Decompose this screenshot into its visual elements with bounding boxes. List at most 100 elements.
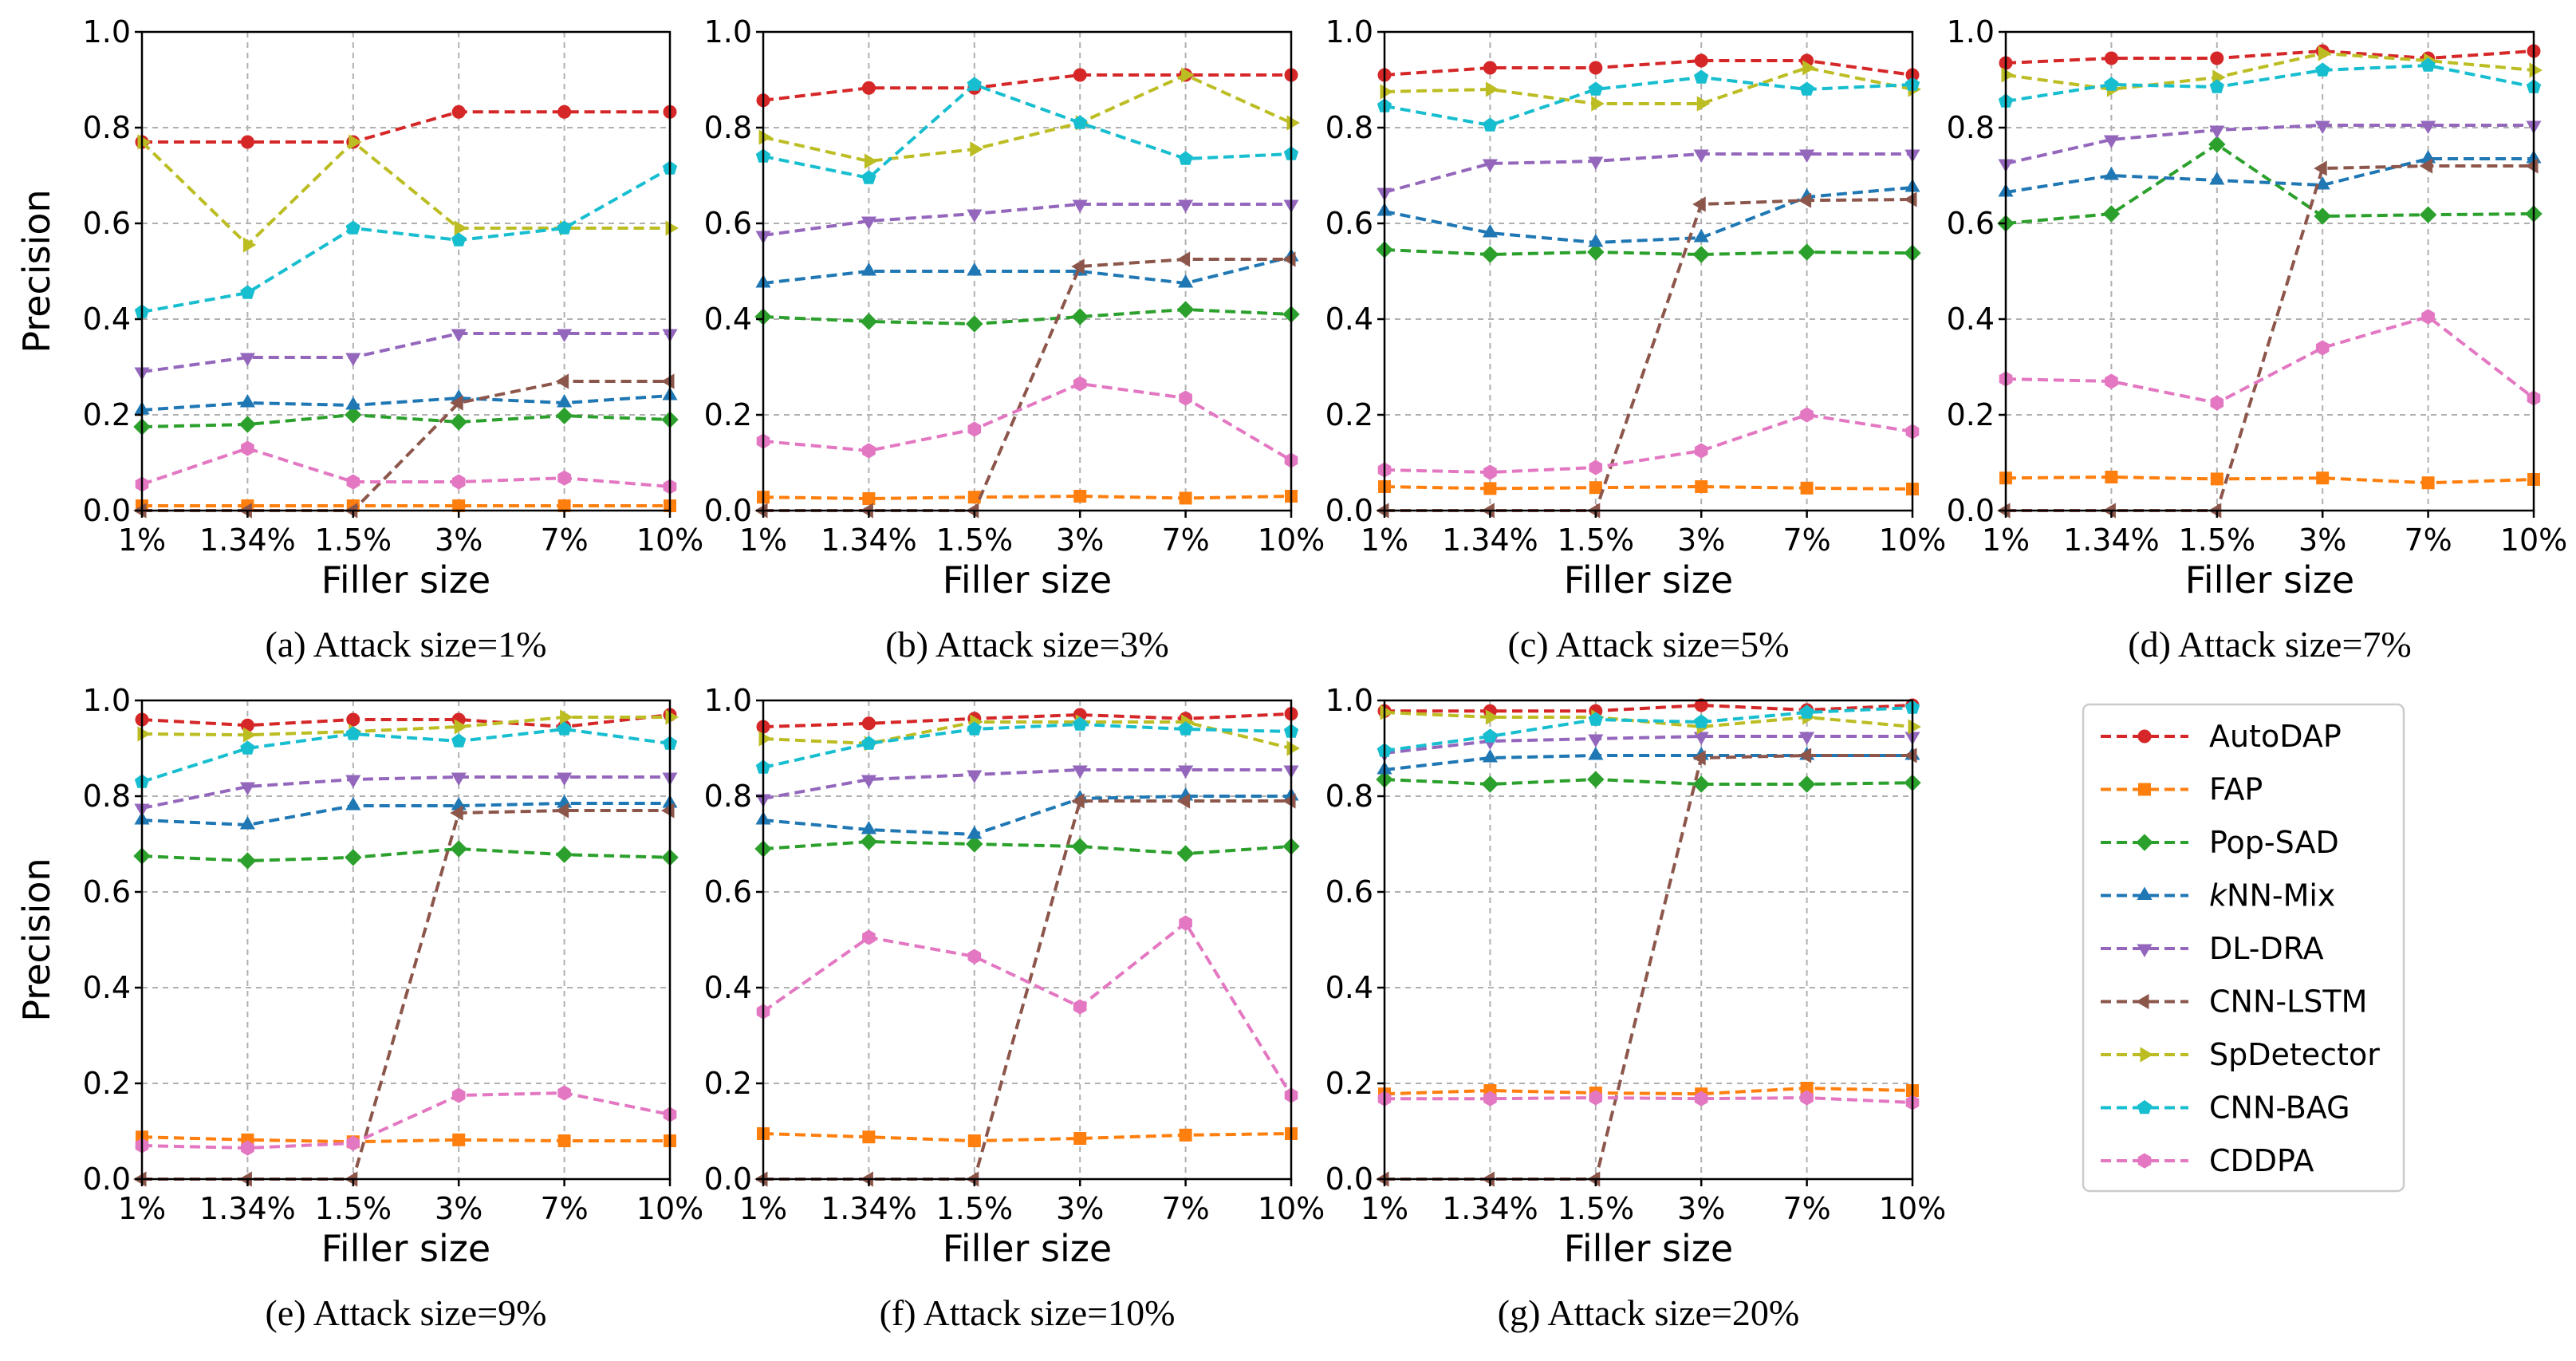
data-point-cddpa [346, 474, 360, 490]
data-point-cnn-bag [861, 170, 876, 184]
legend-label: AutoDAP [2209, 719, 2342, 754]
y-tick-label: 0.6 [1947, 206, 1995, 241]
series-line-cddpa [141, 446, 671, 488]
data-point-cnn-bag [1483, 117, 1498, 132]
data-point-cnn-bag [240, 285, 255, 299]
series-line-fap [762, 494, 1292, 501]
data-point-dl-dra [557, 329, 573, 342]
data-point-spdetector [242, 727, 257, 743]
data-point-cnn-bag [2104, 77, 2119, 91]
series-line-cnn-lstm [1385, 754, 1912, 1181]
data-point-cnn-lstm [450, 805, 463, 821]
data-point-cnn-bag [1799, 704, 1814, 719]
data-point-cnn-lstm [450, 395, 463, 411]
x-tick-label: 1.5% [936, 523, 1014, 558]
y-tick-label: 1.0 [83, 683, 131, 718]
y-tick-label: 0.2 [83, 1066, 131, 1101]
y-tick-label: 0.2 [1325, 1066, 1373, 1101]
data-point-spdetector [1380, 84, 1393, 100]
legend-item-knn-mix: kNN-Mix [2101, 878, 2335, 913]
data-point-dl-dra [861, 775, 876, 788]
data-point-dl-dra [239, 353, 255, 366]
data-point-cddpa [451, 474, 466, 490]
data-point-dl-dra [2420, 120, 2436, 134]
series-line-knn-mix [1384, 186, 1913, 245]
data-point-spdetector [665, 220, 679, 236]
series-line-autodap [2005, 49, 2535, 65]
chart-panel-b: 1% 1.34% 1.5% 3% 7% 10% 0.0 0.2 0.4 0.6 0.8 1.0 Fill… [704, 14, 1325, 665]
y-tick-label: 0.6 [83, 874, 131, 909]
y-tick-label: 0.8 [83, 110, 131, 145]
data-point-spdetector [1908, 719, 1921, 735]
plot-frame [2004, 30, 2535, 512]
y-tick-label: 1.0 [83, 14, 131, 49]
series-pop-sad [133, 840, 679, 870]
data-point-cnn-lstm [1692, 750, 1706, 766]
data-point-cnn-bag [861, 736, 876, 750]
series-line-pop-sad [141, 412, 671, 428]
series-cnn-lstm [1997, 158, 2539, 519]
series-line-pop-sad [762, 307, 1292, 326]
y-tick-label: 1.0 [1325, 683, 1373, 718]
series-line-autodap [1384, 59, 1913, 77]
x-tick-label: 1.34% [821, 523, 917, 558]
data-point-cnn-lstm [1071, 793, 1085, 809]
chart-panel-e: 1% 1.34% 1.5% 3% 7% 10% 0.0 0.2 0.4 0.6 0.8 1.0 Fill… [15, 683, 703, 1333]
series-cnn-lstm [754, 251, 1296, 519]
legend-marker [2136, 993, 2149, 1010]
data-point-cddpa [241, 1140, 254, 1156]
data-point-pop-sad [1587, 771, 1605, 788]
series-knn-mix [134, 387, 678, 415]
data-point-fap [1483, 482, 1497, 495]
data-point-knn-mix [861, 821, 876, 834]
y-tick-label: 1.0 [1325, 14, 1373, 49]
data-point-cnn-bag [1694, 69, 1709, 84]
data-point-cnn-lstm [1798, 748, 1812, 763]
series-cnn-bag [134, 160, 678, 318]
data-point-cddpa [1483, 464, 1497, 480]
legend-label: Pop-SAD [2209, 825, 2339, 860]
data-point-cddpa [1179, 390, 1192, 406]
legend-marker [2137, 886, 2153, 900]
data-point-cnn-bag [557, 220, 572, 235]
legend: AutoDAP FAP Pop-SAD kNN-Mix DL-DRA CNN-LSTM Sp… [2082, 703, 2405, 1193]
data-point-dl-dra [2314, 120, 2330, 134]
series-line-spdetector [762, 73, 1292, 164]
series-line-fap [762, 1132, 1292, 1143]
data-point-cnn-bag [345, 220, 360, 235]
data-point-cnn-bag [240, 740, 255, 755]
data-point-dl-dra [861, 216, 876, 230]
data-point-cddpa [1800, 407, 1814, 423]
data-point-pop-sad [450, 413, 467, 431]
legend-item-spdetector: SpDetector [2101, 1037, 2380, 1072]
series-line-cddpa [2005, 314, 2535, 405]
data-point-cnn-bag [2209, 79, 2224, 93]
series-line-dl-dra [141, 775, 670, 810]
x-tick-label: 1% [118, 1191, 166, 1226]
x-tick-label: 7% [1161, 1191, 1209, 1226]
data-point-spdetector [242, 237, 257, 253]
series-line-autodap [762, 712, 1292, 728]
data-point-cnn-bag [345, 726, 360, 740]
x-tick-label: 1.5% [936, 1191, 1014, 1226]
data-point-spdetector [1286, 740, 1300, 756]
data-point-spdetector [2001, 67, 2015, 83]
series-pop-sad [133, 406, 679, 436]
data-point-cddpa [1694, 1091, 1708, 1107]
data-point-knn-mix [1693, 229, 1709, 243]
data-point-knn-mix [1482, 224, 1498, 238]
series-spdetector [137, 134, 679, 253]
panel-caption: (b) Attack size=3% [885, 624, 1169, 665]
series-cnn-bag [755, 77, 1299, 184]
data-point-pop-sad [345, 849, 362, 866]
data-point-cnn-bag [451, 232, 467, 247]
y-tick-label: 0.8 [1947, 110, 1995, 145]
series-line-cnn-bag [2005, 63, 2535, 103]
data-point-cddpa [2315, 340, 2330, 356]
data-point-pop-sad [238, 416, 257, 433]
data-point-knn-mix [861, 262, 876, 276]
y-tick-label: 0.6 [83, 206, 131, 241]
data-point-cnn-lstm [1071, 258, 1085, 274]
series-line-dl-dra [762, 768, 1291, 800]
data-point-dl-dra [1693, 732, 1709, 745]
